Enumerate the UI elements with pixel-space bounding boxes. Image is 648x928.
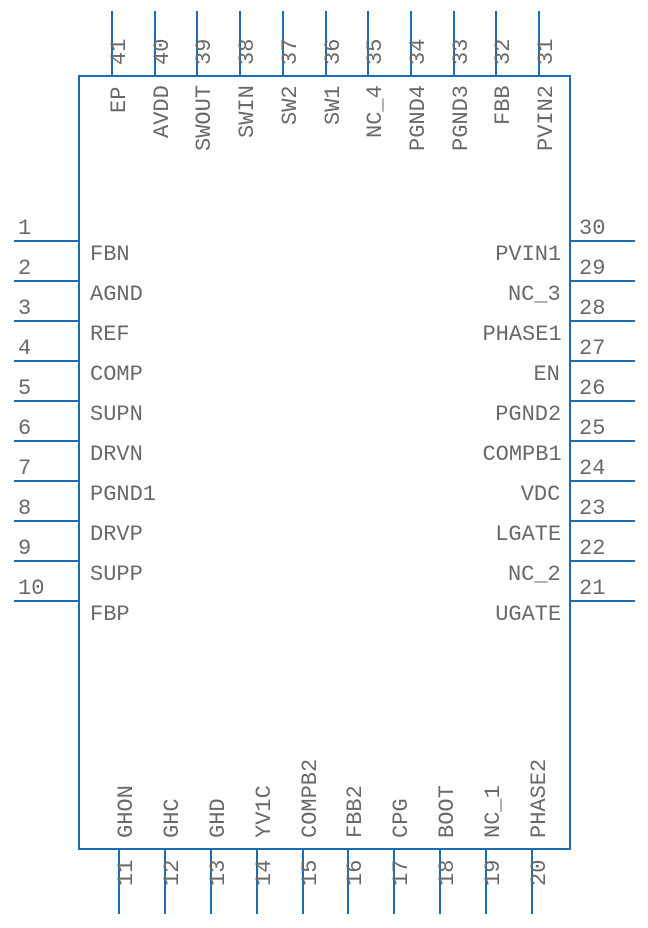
pin-label-39: SWOUT — [192, 85, 217, 151]
pin-label-32: FBB — [491, 86, 516, 126]
pin-label-4: COMP — [90, 362, 143, 387]
pin-number-8: 8 — [18, 496, 31, 521]
pin-number-1: 1 — [18, 216, 31, 241]
pin-label-12: GHC — [160, 798, 185, 838]
pin-label-2: AGND — [90, 282, 143, 307]
pin-label-25: COMPB1 — [482, 442, 561, 467]
pin-number-41: 41 — [107, 39, 132, 65]
pin-number-29: 29 — [579, 256, 605, 281]
pin-label-9: SUPP — [90, 562, 143, 587]
pin-number-13: 13 — [206, 859, 231, 885]
pin-label-38: SWIN — [235, 85, 260, 138]
pin-label-3: REF — [90, 322, 130, 347]
pin-number-17: 17 — [389, 859, 414, 885]
pin-label-13: GHD — [206, 798, 231, 838]
pin-label-33: PGND3 — [449, 85, 474, 151]
pin-label-29: NC_3 — [508, 282, 561, 307]
pin-number-40: 40 — [150, 39, 175, 65]
pin-number-15: 15 — [298, 859, 323, 885]
pin-label-6: DRVN — [90, 442, 143, 467]
pin-number-38: 38 — [235, 39, 260, 65]
pin-label-16: FBB2 — [343, 785, 368, 838]
pin-number-26: 26 — [579, 376, 605, 401]
pin-label-11: GHON — [114, 785, 139, 838]
pin-number-25: 25 — [579, 416, 605, 441]
pin-label-17: CPG — [389, 798, 414, 838]
pin-label-5: SUPN — [90, 402, 143, 427]
pin-number-6: 6 — [18, 416, 31, 441]
pin-number-31: 31 — [534, 39, 559, 65]
pin-number-14: 14 — [252, 859, 277, 885]
pin-label-14: YV1C — [252, 785, 277, 838]
pin-label-10: FBP — [90, 602, 130, 627]
pin-number-34: 34 — [406, 39, 431, 65]
pin-number-35: 35 — [363, 39, 388, 65]
pin-label-37: SW2 — [278, 86, 303, 126]
pin-label-26: PGND2 — [495, 402, 561, 427]
pin-label-23: LGATE — [495, 522, 561, 547]
pin-number-19: 19 — [481, 859, 506, 885]
pin-label-20: PHASE2 — [527, 759, 552, 838]
pin-label-41: EP — [107, 86, 132, 112]
pin-number-21: 21 — [579, 576, 605, 601]
pin-number-22: 22 — [579, 536, 605, 561]
pin-number-30: 30 — [579, 216, 605, 241]
pin-number-20: 20 — [527, 859, 552, 885]
pin-label-35: NC_4 — [363, 85, 388, 138]
pin-number-23: 23 — [579, 496, 605, 521]
pin-number-3: 3 — [18, 296, 31, 321]
pin-number-9: 9 — [18, 536, 31, 561]
pin-label-34: PGND4 — [406, 85, 431, 151]
pin-label-31: PVIN2 — [534, 85, 559, 151]
pin-label-36: SW1 — [321, 86, 346, 126]
pin-number-2: 2 — [18, 256, 31, 281]
pin-label-21: UGATE — [495, 602, 561, 627]
pin-number-32: 32 — [491, 39, 516, 65]
pin-number-7: 7 — [18, 456, 31, 481]
pin-number-12: 12 — [160, 859, 185, 885]
pin-label-22: NC_2 — [508, 562, 561, 587]
pin-number-11: 11 — [114, 859, 139, 885]
pin-label-18: BOOT — [435, 785, 460, 838]
pin-label-30: PVIN1 — [495, 242, 561, 267]
pin-number-24: 24 — [579, 456, 605, 481]
pin-number-36: 36 — [321, 39, 346, 65]
pin-label-24: VDC — [521, 482, 561, 507]
pin-number-16: 16 — [343, 859, 368, 885]
pin-label-15: COMPB2 — [298, 759, 323, 838]
pin-number-4: 4 — [18, 336, 31, 361]
pin-number-33: 33 — [449, 39, 474, 65]
pin-label-7: PGND1 — [90, 482, 156, 507]
pin-number-28: 28 — [579, 296, 605, 321]
pin-label-27: EN — [533, 362, 559, 387]
pin-label-28: PHASE1 — [482, 322, 561, 347]
pin-number-18: 18 — [435, 859, 460, 885]
pin-number-27: 27 — [579, 336, 605, 361]
pin-label-8: DRVP — [90, 522, 143, 547]
pin-number-5: 5 — [18, 376, 31, 401]
pin-number-39: 39 — [192, 39, 217, 65]
pin-number-37: 37 — [278, 39, 303, 65]
pin-label-1: FBN — [90, 242, 130, 267]
pin-label-40: AVDD — [150, 85, 175, 138]
pin-label-19: NC_1 — [481, 785, 506, 838]
pin-number-10: 10 — [18, 576, 44, 601]
